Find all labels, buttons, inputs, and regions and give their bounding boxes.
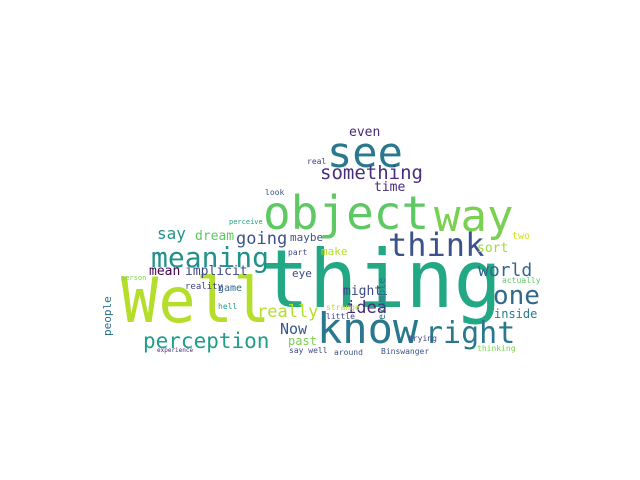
word-little: little xyxy=(326,312,355,321)
word-people: people xyxy=(101,296,114,336)
word-right: right xyxy=(425,316,516,351)
word-reality: reality xyxy=(185,282,223,292)
word-part: part xyxy=(288,248,308,257)
word-going: going xyxy=(236,229,288,249)
word-well: Well xyxy=(121,264,271,337)
word-perception: perception xyxy=(143,329,270,353)
word-trying: trying xyxy=(408,334,437,343)
word-say: say xyxy=(157,224,186,243)
word-know: know xyxy=(317,304,419,353)
word-see: see xyxy=(327,128,403,177)
word-around: around xyxy=(334,348,363,357)
word-implicit: implicit xyxy=(185,264,248,279)
word-make: make xyxy=(321,245,348,258)
word-experience: experience xyxy=(157,347,194,354)
word-sort: sort xyxy=(477,241,509,256)
word-really: really xyxy=(257,302,319,322)
word-example: example xyxy=(377,277,388,320)
word-say-well: say well xyxy=(289,346,328,355)
word-meaning: meaning xyxy=(151,241,270,274)
word-inside: inside xyxy=(494,307,538,321)
word-world: world xyxy=(478,260,533,281)
word-idea: idea xyxy=(346,298,387,318)
word-perceive: perceive xyxy=(229,218,263,226)
word-binswanger: Binswanger xyxy=(381,347,430,356)
word-time: time xyxy=(374,180,406,195)
word-past: past xyxy=(288,334,317,348)
word-maybe: maybe xyxy=(290,231,324,244)
word-look: look xyxy=(265,188,285,197)
word-thinking: thinking xyxy=(477,344,516,353)
word-think: think xyxy=(388,226,485,264)
word-eye: eye xyxy=(292,267,312,280)
word-strange: strange xyxy=(326,303,360,312)
word-way: way xyxy=(434,191,514,242)
word-now: Now xyxy=(280,320,308,338)
word-something: something xyxy=(320,162,423,184)
word-even: even xyxy=(349,125,381,140)
word-two: two xyxy=(512,231,531,242)
word-might: might xyxy=(343,284,383,299)
word-object: object xyxy=(263,186,430,240)
word-thing: thing xyxy=(261,233,502,326)
word-mean: mean xyxy=(149,264,181,279)
word-hell: hell xyxy=(218,302,238,311)
word-dream: dream xyxy=(195,229,235,244)
word-actually: actually xyxy=(502,276,541,285)
word-person: person xyxy=(121,274,147,282)
word-one: one xyxy=(493,281,540,311)
word-game: game xyxy=(218,283,243,294)
word-real: real xyxy=(307,157,327,166)
